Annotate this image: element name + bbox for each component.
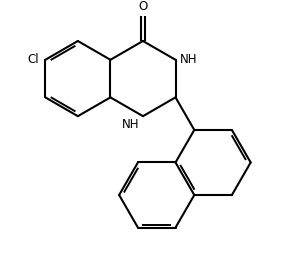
Text: NH: NH	[180, 53, 197, 66]
Text: O: O	[138, 0, 148, 13]
Text: Cl: Cl	[27, 53, 39, 66]
Text: NH: NH	[122, 118, 139, 131]
Text: O: O	[138, 0, 148, 13]
